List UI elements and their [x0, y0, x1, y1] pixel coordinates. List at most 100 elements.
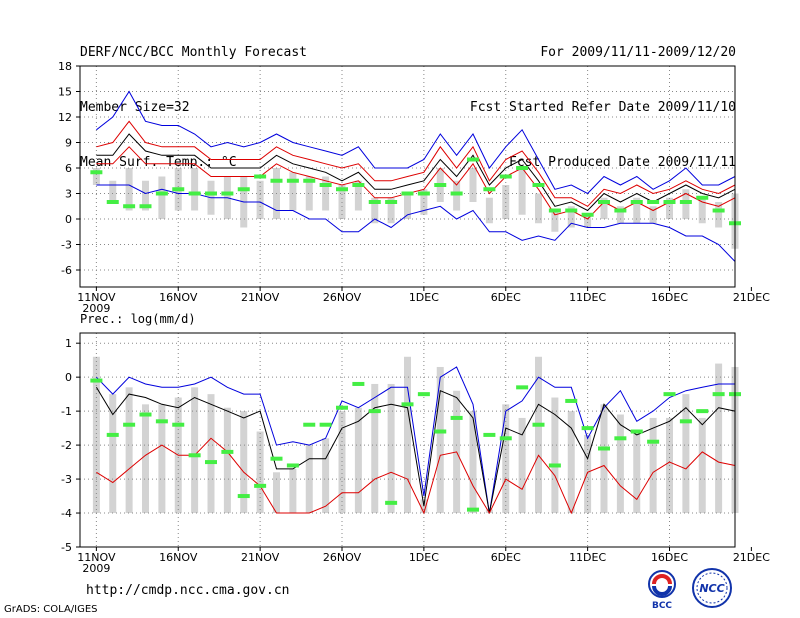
- obs-marker: [286, 178, 299, 183]
- series-line-max: [96, 366, 735, 514]
- spread-bar: [584, 214, 592, 228]
- obs-marker: [548, 208, 561, 213]
- spread-bar: [371, 197, 379, 224]
- x-tick-label: 11DEC: [569, 291, 606, 304]
- obs-marker: [221, 449, 234, 454]
- obs-marker: [352, 183, 365, 187]
- spread-bar: [469, 168, 477, 202]
- forecast-period: For 2009/11/11-2009/12/20: [540, 45, 736, 60]
- obs-marker: [598, 200, 610, 204]
- spread-bar: [125, 168, 133, 211]
- spread-bar: [92, 168, 100, 185]
- spread-bar: [354, 180, 362, 211]
- x-tick-label: 21DEC: [733, 551, 770, 564]
- obs-marker: [696, 409, 709, 414]
- spread-bar: [289, 172, 297, 211]
- obs-marker: [581, 426, 594, 431]
- obs-marker: [483, 187, 496, 192]
- y-tick-label: 0: [65, 213, 72, 226]
- y-tick-label: -2: [61, 439, 72, 452]
- obs-marker: [499, 174, 512, 179]
- spread-bar: [715, 202, 723, 228]
- spread-bar: [322, 438, 330, 514]
- spread-bar: [616, 414, 624, 514]
- x-tick-label: 21NOV: [241, 551, 280, 564]
- x-tick-label: 6DEC: [491, 291, 521, 304]
- y-tick-label: -3: [61, 473, 72, 486]
- y-tick-label: 3: [65, 188, 72, 201]
- y-tick-label: -5: [61, 541, 72, 554]
- spread-bar: [109, 394, 117, 514]
- obs-marker: [254, 174, 267, 179]
- obs-marker: [205, 191, 217, 196]
- plot-frame: [79, 332, 736, 548]
- spread-bar: [404, 356, 411, 514]
- x-tick-label: 1DEC: [409, 291, 439, 304]
- obs-marker: [303, 422, 316, 427]
- x-tick-label: 21DEC: [733, 291, 770, 304]
- obs-marker: [516, 385, 529, 390]
- series-line-mean: [95, 387, 736, 514]
- ncc-logo: NCC: [690, 566, 734, 610]
- spread-bar: [649, 417, 657, 514]
- spread-bar: [715, 363, 723, 514]
- series-line-lower: [96, 146, 736, 220]
- spread-bar: [305, 445, 313, 514]
- spread-bar: [125, 387, 133, 514]
- obs-marker: [483, 432, 496, 437]
- spread-bar: [436, 366, 444, 514]
- obs-marker: [663, 200, 676, 204]
- y-tick-label: 9: [65, 137, 72, 150]
- spread-bar: [191, 387, 199, 514]
- spread-bar: [567, 206, 575, 228]
- spread-bar: [682, 394, 690, 514]
- obs-marker: [434, 429, 447, 434]
- spread-bar: [698, 417, 706, 514]
- spread-bar: [698, 197, 706, 224]
- obs-marker: [385, 200, 398, 204]
- y-tick-label: -4: [61, 507, 72, 520]
- obs-marker: [565, 208, 578, 213]
- series-line-min: [96, 184, 736, 262]
- obs-marker: [401, 402, 414, 407]
- obs-marker: [614, 436, 627, 441]
- obs-marker: [385, 500, 398, 505]
- y-tick-label: 1: [65, 337, 72, 350]
- precip-title: Prec.: log(mm/d): [80, 312, 196, 326]
- obs-marker: [679, 200, 692, 204]
- obs-marker: [123, 422, 136, 427]
- obs-marker: [614, 208, 627, 213]
- spread-bar: [600, 197, 608, 219]
- x-tick-label: 1DEC: [409, 551, 439, 564]
- spread-bar: [142, 404, 149, 514]
- y-tick-label: 12: [58, 111, 72, 124]
- obs-marker: [712, 208, 725, 213]
- obs-marker: [303, 178, 316, 183]
- spread-bar: [158, 176, 166, 219]
- obs-marker: [155, 191, 168, 196]
- obs-marker: [336, 405, 348, 410]
- spread-bar: [256, 180, 264, 219]
- obs-marker: [467, 157, 479, 162]
- spread-bar: [354, 407, 362, 514]
- spread-bar: [240, 411, 248, 514]
- obs-marker: [696, 195, 709, 200]
- member-size: Member Size=32: [80, 100, 190, 115]
- source-url[interactable]: http://cmdp.ncc.cma.gov.cn: [86, 583, 290, 598]
- x-tick-label: 11NOV: [77, 291, 116, 304]
- obs-marker: [139, 412, 152, 417]
- grads-credit: GrADS: COLA/IGES: [4, 604, 98, 615]
- obs-marker: [237, 187, 250, 192]
- bcc-logo: BCC: [640, 566, 684, 610]
- spread-bar: [223, 407, 231, 514]
- series-line-mean: [96, 133, 736, 212]
- x-tick-label: 11DEC: [569, 551, 606, 564]
- x-tick-label: 11NOV: [77, 551, 116, 564]
- obs-marker: [467, 507, 479, 512]
- x-tick-label: 16DEC: [651, 291, 688, 304]
- series-line-ensemble: [96, 437, 736, 515]
- spread-bar: [109, 180, 117, 202]
- x-tick-label: 16DEC: [651, 551, 688, 564]
- obs-marker: [254, 483, 267, 488]
